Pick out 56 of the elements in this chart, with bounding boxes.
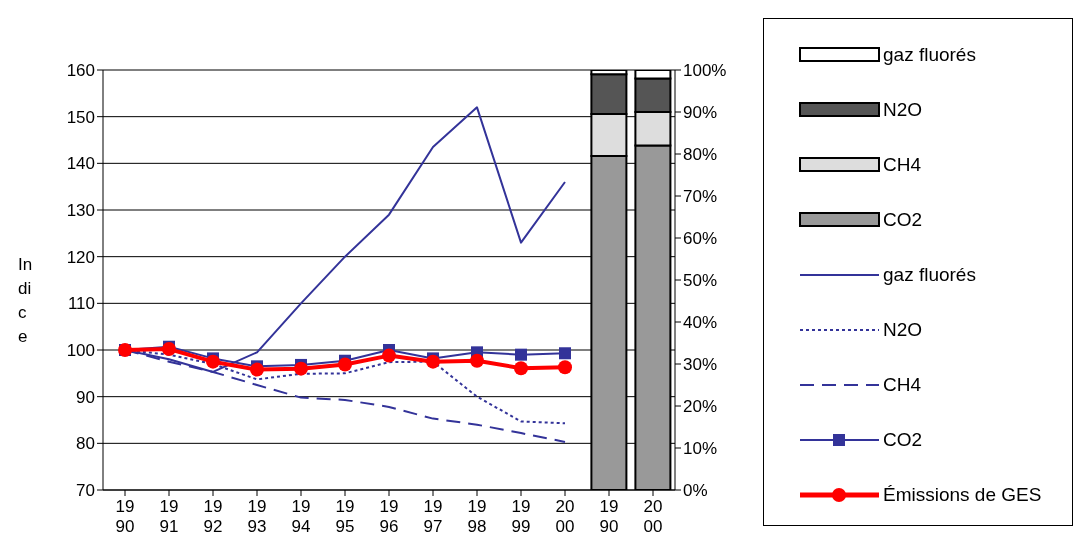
- y2-tick-label: 50%: [683, 271, 718, 291]
- y-tick-label: 140: [66, 154, 95, 174]
- point: [515, 348, 527, 361]
- x-tick-label: 1996: [379, 497, 399, 536]
- y2-tick-label: 60%: [683, 229, 718, 249]
- x-tick-label: 1992: [203, 497, 223, 536]
- legend-label: CH4: [883, 373, 922, 396]
- y2-tick-label: 30%: [683, 355, 718, 375]
- point: [470, 353, 484, 368]
- x-tick-label: 1991: [159, 497, 179, 536]
- x-tick-label: 1997: [423, 497, 443, 536]
- x-tick-label: 1993: [247, 497, 267, 536]
- point: [162, 342, 176, 357]
- point: [206, 354, 220, 369]
- legend-label: CH4: [883, 153, 922, 176]
- x-tick-label: 1990: [115, 497, 135, 536]
- point: [294, 361, 308, 376]
- point: [338, 357, 352, 372]
- x-tick-label: 1990: [599, 497, 619, 536]
- x-tick-label: 2000: [643, 497, 663, 536]
- legend-label: gaz fluorés: [883, 43, 976, 66]
- point: [382, 348, 396, 363]
- y-tick-label: 100: [66, 341, 95, 361]
- x-tick-label: 1999: [511, 497, 531, 536]
- y-axis-title: Indice: [18, 254, 34, 348]
- y2-tick-label: 40%: [683, 313, 718, 333]
- point: [514, 361, 528, 376]
- legend-label: CO2: [883, 208, 923, 231]
- y-tick-label: 90: [76, 387, 95, 407]
- point: [559, 347, 571, 360]
- x-tick-label: 1995: [335, 497, 355, 536]
- y-tick-label: 110: [67, 294, 95, 314]
- y-tick-label: 130: [66, 201, 95, 221]
- y-tick-label: 120: [66, 247, 95, 267]
- y2-tick-label: 80%: [683, 145, 718, 165]
- x-tick-label: 2000: [555, 497, 575, 536]
- legend-label: CO2: [883, 428, 923, 451]
- point: [250, 362, 264, 377]
- x-tick-label: 1998: [467, 497, 487, 536]
- point: [426, 354, 440, 369]
- y-tick-label: 80: [76, 434, 95, 454]
- y2-tick-label: 10%: [683, 439, 718, 459]
- y2-tick-label: 70%: [683, 187, 718, 207]
- x-tick-label: 1994: [291, 497, 311, 536]
- legend-label: Émissions de GES: [883, 483, 1042, 506]
- legend-label: gaz fluorés: [883, 263, 976, 286]
- point: [558, 360, 572, 375]
- y-tick-label: 160: [66, 61, 95, 81]
- y2-tick-label: 20%: [683, 397, 718, 417]
- legend-label: N2O: [883, 98, 923, 121]
- y2-tick-label: 100%: [683, 61, 727, 81]
- y2-tick-label: 0%: [683, 481, 708, 501]
- y2-tick-label: 90%: [683, 103, 718, 123]
- legend-label: N2O: [883, 318, 923, 341]
- y-tick-label: 70: [76, 481, 95, 501]
- y-tick-label: 150: [66, 107, 95, 127]
